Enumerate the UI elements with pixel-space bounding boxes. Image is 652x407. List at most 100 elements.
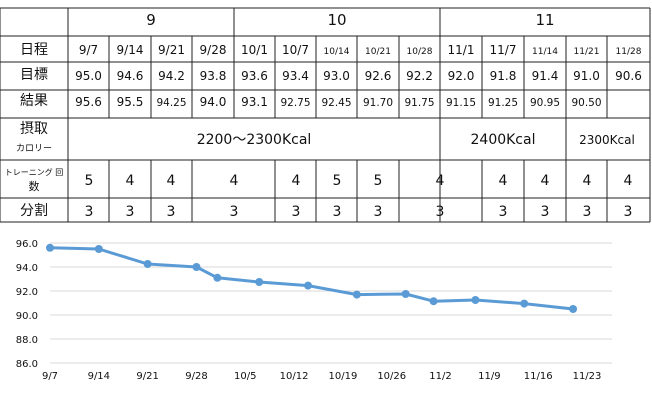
split-cell: 3 [167, 204, 176, 220]
y-tick-label: 86.0 [16, 359, 38, 370]
x-tick-label: 11/16 [524, 371, 553, 382]
x-tick-label: 9/21 [136, 371, 158, 382]
target-cell: 92.2 [406, 69, 433, 83]
training-count-cell: 4 [541, 173, 550, 189]
row-label-training-1: トレーニング 回 [5, 167, 64, 177]
date-cell: 10/28 [407, 47, 433, 57]
month-header-9: 9 [146, 11, 156, 29]
date-cell: 9/7 [79, 43, 98, 57]
date-cell: 11/28 [616, 47, 642, 57]
table-cells: 9/7 9/14 9/21 9/28 10/1 10/7 10/14 10/21 10/28 11… [75, 43, 642, 220]
x-tick-label: 9/7 [42, 371, 58, 382]
target-cell: 94.6 [117, 69, 144, 83]
data-point [192, 263, 201, 271]
date-cell: 10/7 [282, 43, 309, 57]
y-tick-label: 92.0 [16, 287, 38, 298]
table-grid [0, 7, 651, 223]
result-cell: 95.6 [75, 95, 102, 109]
result-cell: 92.75 [280, 97, 310, 109]
y-tick-label: 90.0 [16, 311, 38, 322]
training-count-cell: 5 [85, 173, 94, 189]
training-count-cell: 5 [374, 173, 383, 189]
training-count-cell: 4 [292, 173, 301, 189]
row-label-split: 分割 [20, 202, 48, 219]
month-header-10: 10 [327, 11, 346, 29]
row-label-training-2: 数 [29, 180, 40, 193]
training-count-cell: 4 [499, 173, 508, 189]
row-label-intake-2: カロリー [16, 143, 52, 154]
training-count-cell: 4 [167, 173, 176, 189]
x-axis-tick-labels: 9/7 9/14 9/21 9/28 10/5 10/12 10/19 10/26 11/2 11… [42, 371, 601, 382]
result-cell: 90.95 [530, 97, 560, 109]
row-label-target: 目標 [20, 67, 48, 83]
split-cell: 3 [499, 204, 508, 220]
target-cell: 93.0 [323, 69, 350, 83]
training-count-cell: 5 [333, 173, 342, 189]
weight-series [46, 243, 578, 313]
date-cell: 9/21 [158, 43, 185, 57]
result-cell: 94.0 [200, 95, 227, 109]
training-count-cell: 4 [126, 173, 135, 189]
date-cell: 10/21 [365, 47, 391, 57]
split-cell: 3 [333, 204, 342, 220]
x-tick-label: 10/5 [234, 371, 256, 382]
x-tick-label: 10/26 [377, 371, 406, 382]
y-tick-label: 94.0 [16, 263, 38, 274]
date-cell: 10/14 [324, 47, 350, 57]
data-point [569, 305, 578, 313]
y-tick-label: 96.0 [16, 239, 38, 250]
training-count-cell: 4 [436, 173, 445, 189]
x-tick-label: 11/9 [478, 371, 500, 382]
row-label-intake-1: 摂取 [20, 121, 48, 137]
weight-plan-table: 9 10 11 日程 目標 結果 摂取 カロリー トレーニング 回 数 分割 2… [0, 7, 651, 223]
intake-value-nov-b: 2300Kcal [579, 133, 635, 147]
x-tick-label: 11/2 [429, 371, 451, 382]
x-tick-label: 9/14 [88, 371, 110, 382]
data-point [304, 281, 313, 290]
data-point [255, 278, 264, 286]
x-tick-label: 11/23 [573, 371, 602, 382]
split-cell: 3 [85, 204, 94, 220]
row-label-result: 結果 [20, 93, 48, 109]
training-count-cell: 4 [583, 173, 592, 189]
target-cell: 91.8 [490, 69, 517, 83]
target-cell: 90.6 [615, 69, 642, 83]
split-cell: 3 [292, 204, 301, 220]
month-header-11: 11 [535, 11, 554, 29]
date-cell: 11/1 [448, 43, 475, 57]
result-cell: 94.25 [156, 97, 186, 109]
date-cell: 9/28 [200, 43, 227, 57]
weight-line-chart: 96.0 94.0 92.0 90.0 88.0 86.0 9/7 9/14 9/21 9/28… [16, 239, 612, 382]
target-cell: 94.2 [158, 69, 185, 83]
date-cell: 11/7 [490, 43, 517, 57]
split-cell: 3 [374, 204, 383, 220]
data-point [213, 273, 222, 282]
result-cell: 92.45 [321, 97, 351, 109]
result-cell: 91.70 [363, 97, 393, 109]
data-point [94, 245, 103, 253]
data-point [401, 290, 410, 298]
intake-value-sep-oct: 2200～2300Kcal [197, 132, 312, 148]
split-cell: 3 [624, 204, 633, 220]
date-cell: 9/14 [117, 43, 144, 57]
result-cell: 93.1 [241, 95, 268, 109]
split-cell: 3 [126, 204, 135, 220]
split-cell: 3 [230, 204, 239, 220]
data-point [352, 290, 361, 299]
x-tick-label: 10/12 [280, 371, 309, 382]
target-cell: 93.4 [282, 69, 309, 83]
result-cell: 95.5 [117, 95, 144, 109]
target-cell: 91.0 [573, 69, 600, 83]
data-point [429, 297, 438, 306]
result-cell: 90.50 [571, 97, 601, 109]
date-cell: 11/14 [532, 47, 558, 57]
date-cell: 11/21 [574, 47, 600, 57]
result-cell: 91.25 [488, 97, 518, 109]
split-cell: 3 [541, 204, 550, 220]
target-cell: 92.6 [365, 69, 392, 83]
data-point [471, 296, 480, 304]
y-tick-label: 88.0 [16, 335, 38, 346]
row-label-dates: 日程 [20, 42, 48, 58]
target-cell: 95.0 [75, 69, 102, 83]
date-cell: 10/1 [241, 43, 268, 57]
